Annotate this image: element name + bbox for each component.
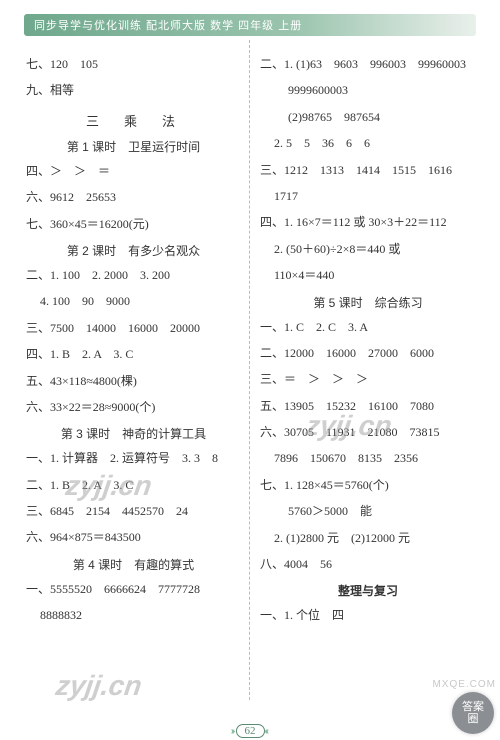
site-watermark: MXQE.COM (432, 679, 496, 690)
answer-line: 一、1. 计算器 2. 运算符号 3. 3 8 (26, 448, 241, 468)
lesson-title: 第 4 课时 有趣的算式 (26, 556, 241, 573)
page-number: 62 (236, 724, 265, 738)
answer-line: 1717 (260, 186, 476, 206)
answer-line: 2. (1)2800 元 (2)12000 元 (260, 528, 476, 548)
answer-line: 四、1. B 2. A 3. C (26, 344, 241, 364)
answer-line: 六、33×22＝28≈9000(个) (26, 397, 241, 417)
answer-line: 4. 100 90 9000 (26, 291, 241, 311)
answer-line: 四、1. 16×7＝112 或 30×3＋22＝112 (260, 212, 476, 232)
answer-line: 三、6845 2154 4452570 24 (26, 501, 241, 521)
answer-line: 二、1. B 2. A 3. C (26, 475, 241, 495)
answer-line: 二、1. 100 2. 2000 3. 200 (26, 265, 241, 285)
section-title: 整理与复习 (260, 582, 476, 599)
answer-line: 五、13905 15232 16100 7080 (260, 396, 476, 416)
book-header: 同步导学与优化训练 配北师大版 数学 四年级 上册 (24, 14, 476, 36)
answer-line: 八、4004 56 (260, 554, 476, 574)
lesson-title: 第 1 课时 卫星运行时间 (26, 138, 241, 155)
answer-line: 2. 5 5 36 6 6 (260, 133, 476, 153)
answer-line: 五、43×118≈4800(棵) (26, 371, 241, 391)
lesson-title: 第 2 课时 有多少名观众 (26, 242, 241, 259)
answer-line: 三、7500 14000 16000 20000 (26, 318, 241, 338)
answer-line: 九、相等 (26, 80, 241, 100)
answer-line: 七、120 105 (26, 54, 241, 74)
answer-line: 110×4＝440 (260, 265, 476, 285)
page-footer: ››››››› 62 ››››››› (0, 724, 500, 738)
answer-line: 六、9612 25653 (26, 187, 241, 207)
deco-icon: ››››››› (230, 726, 232, 737)
answer-badge: 答案 圈 (452, 692, 494, 734)
answer-line: 一、1. C 2. C 3. A (260, 317, 476, 337)
lesson-title: 第 3 课时 神奇的计算工具 (26, 425, 241, 442)
answer-line: 一、1. 个位 四 (260, 605, 476, 625)
answer-line: 5760＞5000 能 (260, 501, 476, 521)
answer-line: (2)98765 987654 (260, 107, 476, 127)
badge-text: 圈 (468, 713, 479, 725)
answer-line: 8888832 (26, 605, 241, 625)
lesson-title: 第 5 课时 综合练习 (260, 294, 476, 311)
answer-line: 七、1. 128×45＝5760(个) (260, 475, 476, 495)
page-content: 七、120 105 九、相等 三 乘 法 第 1 课时 卫星运行时间 四、＞ ＞… (16, 40, 484, 700)
answer-line: 七、360×45＝16200(元) (26, 214, 241, 234)
answer-line: 2. (50＋60)÷2×8＝440 或 (260, 239, 476, 259)
deco-icon: ››››››› (267, 726, 269, 737)
badge-text: 答案 (462, 701, 484, 713)
answer-line: 一、5555520 6666624 7777728 (26, 579, 241, 599)
answer-line: 7896 150670 8135 2356 (260, 448, 476, 468)
answer-line: 六、964×875＝843500 (26, 527, 241, 547)
answer-line: 六、30705 11931 21080 73815 (260, 422, 476, 442)
section-title: 三 乘 法 (26, 111, 241, 130)
left-column: 七、120 105 九、相等 三 乘 法 第 1 课时 卫星运行时间 四、＞ ＞… (16, 40, 250, 700)
answer-line: 二、1. (1)63 9603 996003 99960003 (260, 54, 476, 74)
answer-line: 三、＝ ＞ ＞ ＞ (260, 369, 476, 389)
answer-line: 三、1212 1313 1414 1515 1616 (260, 160, 476, 180)
right-column: 二、1. (1)63 9603 996003 99960003 99996000… (250, 40, 484, 700)
answer-line: 二、12000 16000 27000 6000 (260, 343, 476, 363)
answer-line: 四、＞ ＞ ＝ (26, 161, 241, 181)
answer-line: 9999600003 (260, 80, 476, 100)
